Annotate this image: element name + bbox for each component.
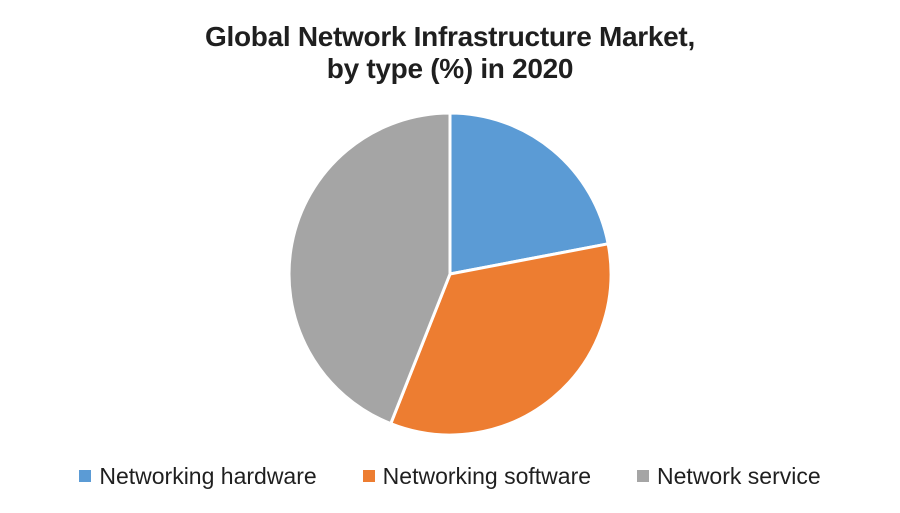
chart-legend: Networking hardware Networking software … [0, 458, 900, 494]
legend-label-network-service: Network service [657, 462, 821, 489]
legend-label-networking-software: Networking software [382, 462, 592, 489]
legend-marker-networking-software [362, 470, 375, 482]
pie-slice-networking-hardware [448, 111, 610, 276]
pie-slice-networking-software [389, 242, 613, 437]
legend-item-network-service: Network service [637, 463, 821, 490]
pie-slice-network-service [287, 111, 452, 426]
chart-title-line-1: Global Network Infrastructure Market, [205, 21, 695, 52]
legend-marker-networking-hardware [79, 470, 92, 482]
legend-label-networking-hardware: Networking hardware [99, 462, 317, 489]
legend-item-networking-hardware: Networking hardware [79, 462, 317, 490]
pie-chart [287, 111, 613, 437]
legend-marker-network-service [637, 470, 650, 482]
legend-item-networking-software: Networking software [362, 462, 592, 490]
chart-title: Global Network Infrastructure Market, by… [0, 21, 900, 85]
chart-title-line-2: by type (%) in 2020 [326, 53, 574, 84]
